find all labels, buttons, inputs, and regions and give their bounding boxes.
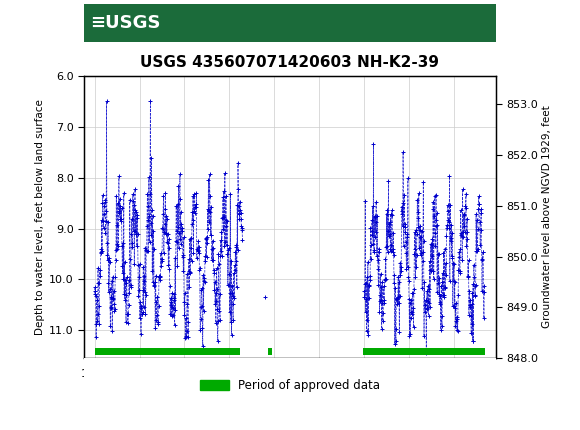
Text: USGS 435607071420603 NH-K2-39: USGS 435607071420603 NH-K2-39 xyxy=(140,55,440,70)
Bar xyxy=(95,348,240,355)
Y-axis label: Depth to water level, feet below land surface: Depth to water level, feet below land su… xyxy=(35,99,45,335)
Legend: Period of approved data: Period of approved data xyxy=(195,374,385,397)
Bar xyxy=(362,348,485,355)
Bar xyxy=(267,348,272,355)
Y-axis label: Groundwater level above NGVD 1929, feet: Groundwater level above NGVD 1929, feet xyxy=(542,106,553,329)
Text: ≡USGS: ≡USGS xyxy=(90,14,161,32)
